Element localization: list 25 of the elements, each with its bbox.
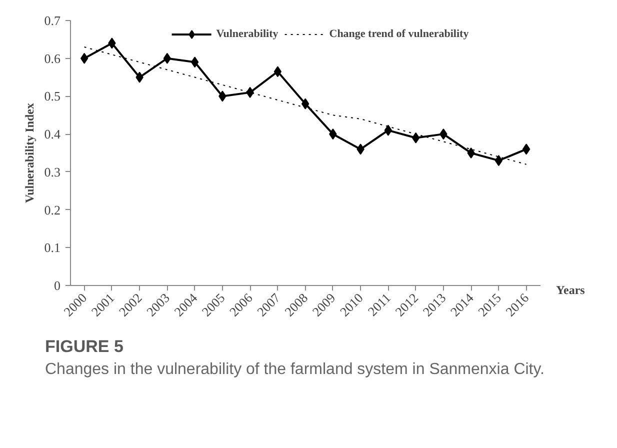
y-tick-label: 0.1 [44,240,60,256]
y-tick-label: 0.4 [44,126,61,142]
point [494,155,503,166]
legend-label: Change trend of vulnerability [329,28,469,40]
y-tick-label: 0.3 [44,164,60,180]
point [80,52,88,64]
y-tick-label: 0.6 [44,50,61,66]
y-axis-title: Vulnerability Index [22,103,36,203]
point [384,124,392,136]
point [522,144,530,155]
y-tick-label: 0.2 [44,202,60,218]
point [412,132,420,144]
point [190,56,199,68]
text: Changes in the vulnerability of the farmland system in Sanmenxia City. [45,360,545,380]
point [274,66,282,78]
point [163,52,172,64]
y-tick-label: 0.5 [44,88,60,104]
point [467,148,475,158]
y-tick-label: 0 [54,278,60,293]
x-axis-title: Years [556,283,586,298]
point [301,98,310,110]
y-tick-label: 0.7 [44,13,61,28]
text: FIGURE 5 [45,336,124,358]
legend-label: Vulnerability [216,28,278,40]
x-tick-label: 2011 [364,290,394,319]
